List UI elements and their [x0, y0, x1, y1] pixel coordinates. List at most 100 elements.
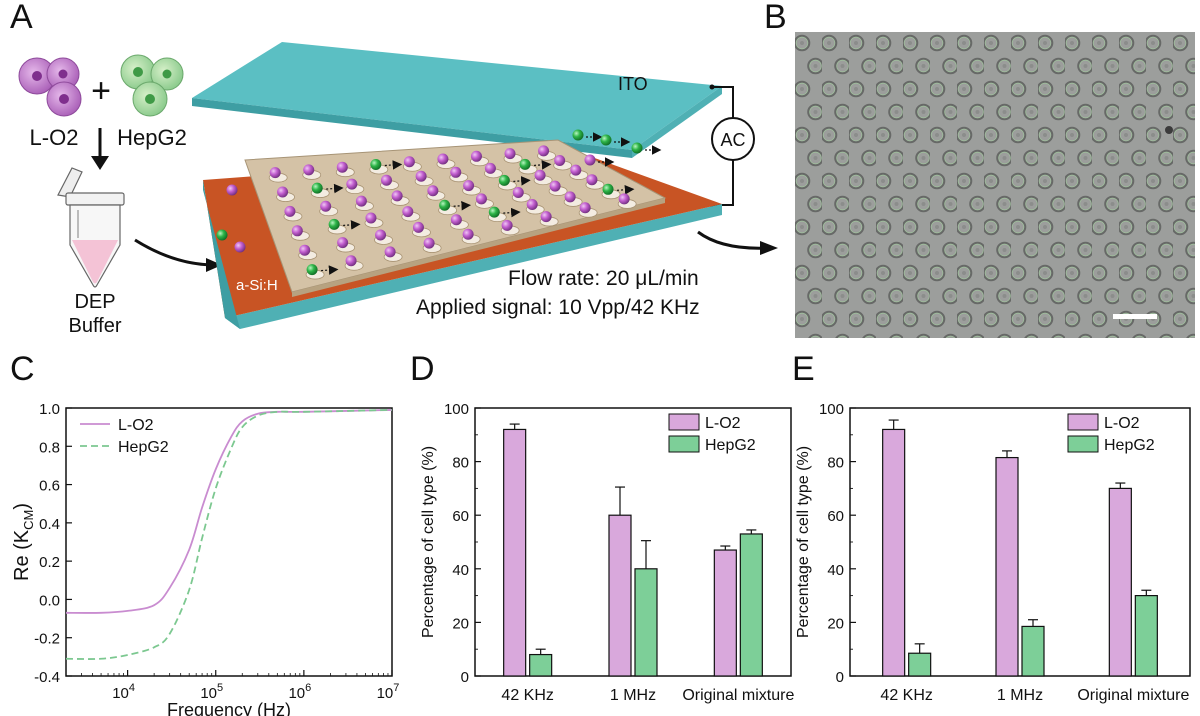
l-o2-cell — [564, 191, 576, 203]
plus-sign: + — [91, 72, 111, 110]
l-o2-cell — [412, 221, 424, 233]
hepg2-cell — [306, 264, 318, 276]
l-o2-cell — [299, 244, 311, 256]
bar-hepg2 — [1134, 595, 1158, 677]
panel-letter-d: D — [410, 350, 435, 388]
scale-bar — [1113, 314, 1157, 319]
l-o2-cell — [504, 148, 516, 160]
bar-l-o2 — [608, 514, 632, 677]
x-tick-label: 1 MHz — [997, 687, 1043, 704]
substrate-label: a-Si:H — [236, 277, 278, 294]
y-tick-label: 1.0 — [39, 401, 60, 418]
l-o2-cell — [586, 174, 598, 186]
l-o2-cell — [269, 167, 281, 179]
bar-hepg2 — [1021, 625, 1045, 677]
l-o2-cell — [501, 219, 513, 231]
hepg2-cell — [216, 229, 228, 241]
flow-arrow — [321, 265, 339, 275]
y-tick-label: 0.8 — [39, 439, 60, 456]
legend-label: HepG2 — [1104, 437, 1155, 454]
hepg2-cell — [370, 158, 382, 170]
schematic-panel: + L-O2 HepG2 DEP Buffer ITO AC — [18, 42, 778, 337]
legend-label: L-O2 — [118, 417, 154, 434]
hepg2-cell — [572, 129, 584, 141]
flow-arrow — [503, 207, 521, 218]
l-o2-cell — [277, 186, 289, 198]
y-axis-label: Percentage of cell type (%) — [795, 446, 812, 638]
hepg2-cell — [600, 134, 612, 146]
l-o2-cell — [346, 178, 358, 190]
l-o2-cell — [355, 195, 367, 207]
l-o2-cell — [463, 180, 475, 192]
plot-frame — [65, 407, 393, 677]
legend-label: L-O2 — [705, 415, 741, 432]
hepg2-cell — [488, 206, 500, 218]
y-tick-label: -0.2 — [34, 631, 60, 648]
l-o2-cell — [303, 164, 315, 176]
y-axis-label: Re (KCM) — [11, 503, 36, 581]
curve-arrowhead-in-icon — [206, 258, 222, 272]
flow-arrow — [343, 220, 361, 230]
y-tick-label: 60 — [827, 508, 844, 525]
l-o2-label: L-O2 — [30, 125, 79, 150]
l-o2-cell — [484, 162, 496, 174]
hepg2-cell — [328, 218, 340, 230]
chart-c: 1.0 0.8 0.6 0.4 0.2 0.0 -0.2 -0.4 104 105 106 107 Fr… — [11, 401, 400, 716]
y-tick-label: 0.4 — [39, 516, 60, 533]
y-tick-label: 20 — [827, 615, 844, 632]
l-o2-cell — [320, 200, 332, 212]
x-tick-label: 105 — [200, 682, 223, 702]
bar-hepg2 — [908, 652, 932, 677]
bar-hepg2 — [634, 568, 658, 677]
l-o2-cell — [391, 190, 403, 202]
microscope-image — [795, 32, 1195, 338]
panel-letter-b: B — [764, 0, 787, 36]
hepg2-cell — [519, 158, 531, 170]
hepg2-cells-icon — [120, 54, 184, 117]
y-tick-label: 40 — [452, 562, 469, 579]
chart-d: 0 20 40 60 80 100 Percentage of cell type (%) 4… — [420, 401, 794, 704]
legend-swatch — [668, 413, 700, 431]
y-tick-label: 40 — [827, 562, 844, 579]
l-o2-cell — [345, 255, 357, 267]
tube-icon — [57, 167, 125, 288]
ito-label: ITO — [618, 74, 648, 94]
y-tick-label: 80 — [827, 455, 844, 472]
hepg2-cell — [498, 174, 510, 186]
bar-hepg2 — [529, 653, 553, 677]
panel-letter-c: C — [10, 350, 35, 388]
l-o2-cell — [540, 211, 552, 223]
ac-circuit — [709, 84, 755, 208]
x-tick-label: 104 — [112, 682, 135, 702]
y-tick-label: 0 — [461, 669, 469, 686]
legend-label: L-O2 — [1104, 415, 1140, 432]
applied-signal-text: Applied signal: 10 Vpp/42 KHz — [416, 296, 700, 319]
x-axis-label: Frequency (Hz) — [167, 700, 291, 716]
hepg2-cell — [311, 182, 323, 194]
l-o2-cell — [450, 166, 462, 178]
series-line-hepg2 — [65, 409, 393, 660]
down-arrow-icon — [91, 128, 109, 170]
l-o2-cell — [512, 186, 524, 198]
legend-swatch — [1067, 435, 1099, 453]
panel-letter-e: E — [792, 350, 815, 388]
x-tick-label: Original mixture — [1077, 687, 1189, 704]
flow-arrow — [384, 160, 403, 170]
x-tick-label: 107 — [377, 682, 400, 702]
bar-hepg2 — [739, 533, 763, 677]
bar-l-o2 — [1108, 487, 1132, 677]
x-tick-label: 42 KHz — [501, 687, 553, 704]
series-line-l-o2 — [65, 409, 393, 614]
y-tick-label: -0.4 — [34, 669, 60, 686]
l-o2-cell — [549, 180, 561, 192]
l-o2-cell — [403, 156, 415, 168]
l-o2-cell — [470, 150, 482, 162]
hepg2-cell — [631, 142, 643, 154]
curve-arrow-out-icon — [697, 230, 769, 250]
y-tick-label: 100 — [444, 401, 469, 418]
bar-l-o2 — [882, 428, 906, 677]
y-tick-label: 0 — [836, 669, 844, 686]
curve-arrow-in-icon — [134, 238, 216, 267]
ac-label: AC — [720, 130, 745, 150]
l-o2-cell — [554, 154, 566, 166]
